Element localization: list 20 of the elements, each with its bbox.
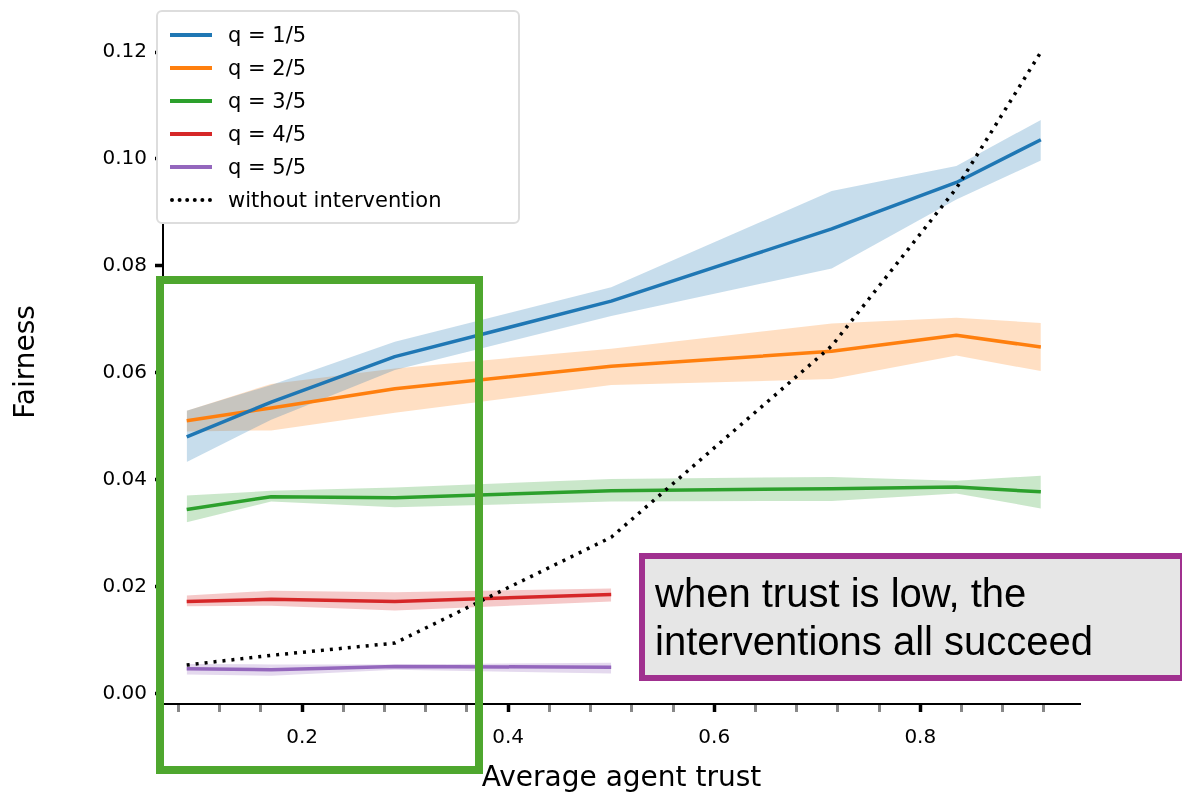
x-tick-label: 0.8 xyxy=(904,724,937,749)
x-tick-label: 0.4 xyxy=(492,724,525,749)
legend-label: q = 5/5 xyxy=(228,154,307,179)
legend-label: without intervention xyxy=(228,187,442,212)
y-axis-title: Fairness xyxy=(8,305,42,419)
y-tick-label: 0.02 xyxy=(102,572,147,597)
y-tick-label: 0.10 xyxy=(102,145,147,170)
annotation: when trust is low, the interventions all succeed xyxy=(639,553,1182,681)
x-tick-label: 0.6 xyxy=(698,724,731,749)
legend-label: q = 1/5 xyxy=(228,22,307,47)
y-tick-label: 0.06 xyxy=(102,358,147,383)
x-axis-title: Average agent trust xyxy=(481,760,762,794)
y-tick-label: 0.12 xyxy=(102,38,147,63)
legend-label: q = 3/5 xyxy=(228,88,307,113)
legend-label: q = 4/5 xyxy=(228,121,307,146)
y-tick-label: 0.08 xyxy=(102,252,147,277)
y-tick-label: 0.04 xyxy=(102,465,147,490)
legend-label: q = 2/5 xyxy=(228,55,307,80)
y-tick-label: 0.00 xyxy=(102,679,147,704)
x-tick-label: 0.2 xyxy=(286,724,318,749)
